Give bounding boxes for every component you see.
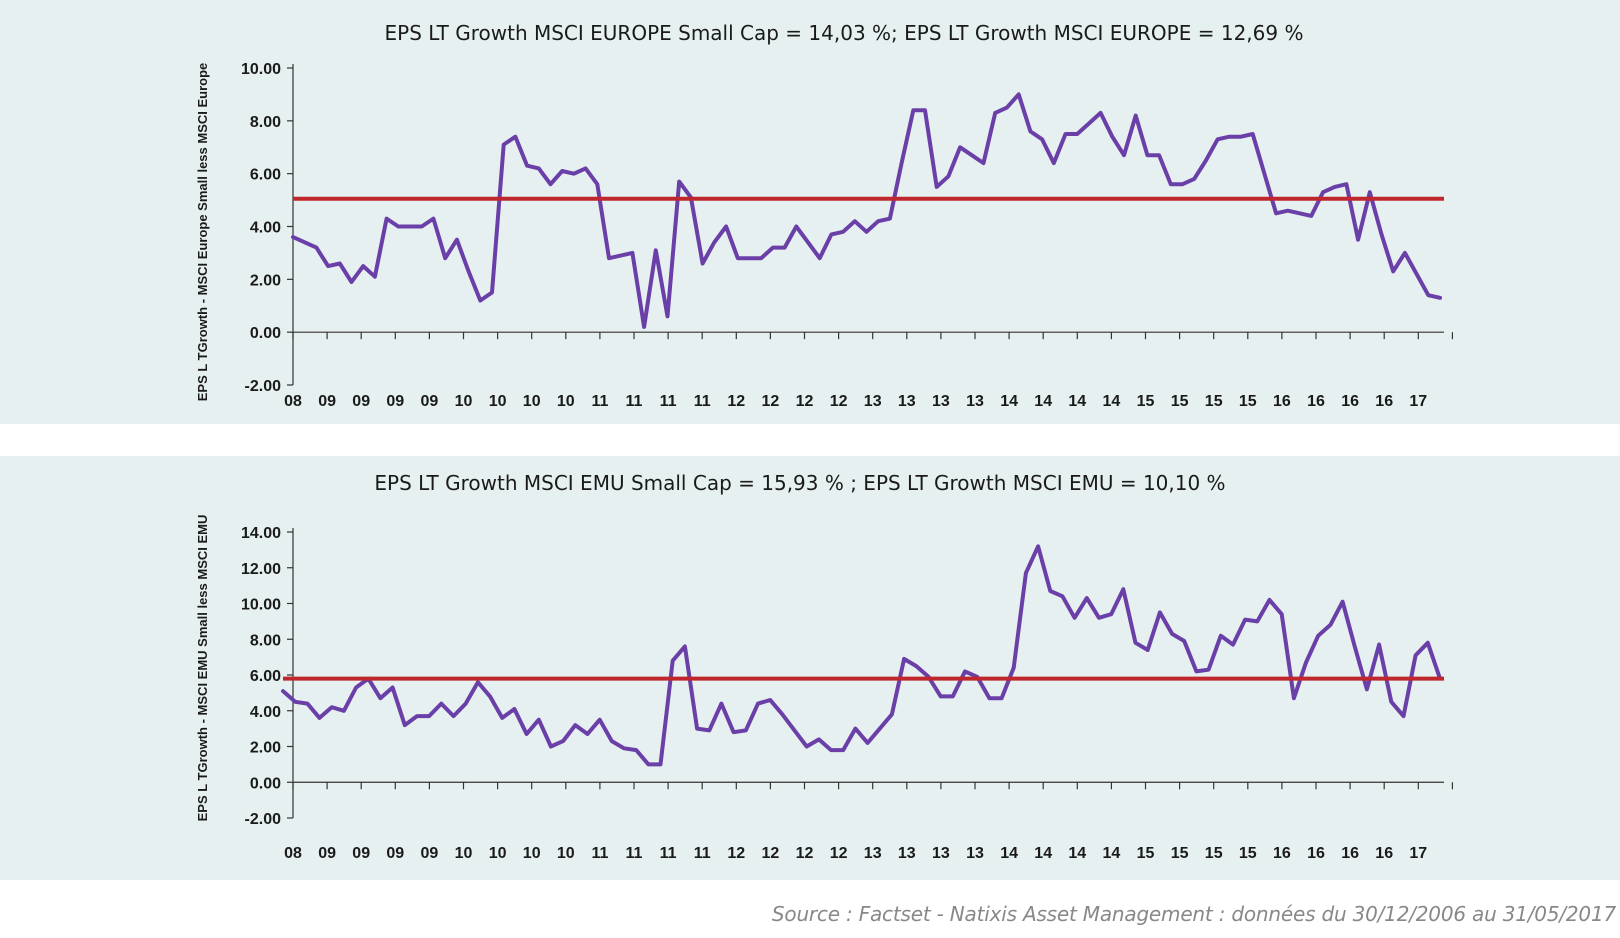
x-tick-label: 14 [1000,845,1018,862]
y-tick-label: 12.00 [241,561,281,578]
x-tick-label: 13 [898,845,916,862]
x-tick-label: 16 [1307,845,1325,862]
x-tick-label: 14 [1034,393,1052,410]
x-tick-label: 14 [1103,845,1121,862]
y-tick-label: 6.00 [250,668,281,685]
x-tick-label: 08 [284,845,302,862]
source-note: Source : Factset - Natixis Asset Managem… [771,902,1616,926]
x-tick-label: 15 [1239,393,1257,410]
x-tick-label: 11 [626,393,643,410]
x-tick-label: 15 [1205,393,1223,410]
y-tick-label: 10.00 [241,61,281,78]
x-tick-label: 14 [1000,393,1018,410]
x-tick-label: 09 [421,845,439,862]
x-tick-label: 13 [898,393,916,410]
chart-panel-europe: EPS LT Growth MSCI EUROPE Small Cap = 14… [0,0,1620,424]
y-tick-label: 8.00 [250,114,281,131]
x-tick-label: 10 [523,845,541,862]
x-tick-label: 12 [762,845,780,862]
x-tick-label: 11 [660,845,677,862]
x-tick-label: 10 [489,845,507,862]
x-tick-label: 08 [284,393,302,410]
y-tick-label: 4.00 [250,220,281,237]
chart-panel-emu: EPS LT Growth MSCI EMU Small Cap = 15,93… [0,456,1620,880]
x-tick-label: 12 [830,393,848,410]
x-tick-label: 16 [1273,393,1291,410]
x-tick-label: 11 [626,845,643,862]
x-tick-label: 15 [1137,393,1155,410]
x-tick-label: 09 [352,845,370,862]
series-line [281,544,1442,767]
chart-title: EPS LT Growth MSCI EUROPE Small Cap = 14… [385,21,1304,45]
x-tick-label: 10 [489,393,507,410]
x-tick-label: 10 [455,393,473,410]
x-tick-label: 14 [1068,845,1086,862]
x-tick-label: 16 [1375,845,1393,862]
x-tick-label: 09 [318,393,336,410]
x-tick-label: 12 [830,845,848,862]
x-tick-label: 09 [421,393,439,410]
chart-europe: EPS LT Growth MSCI EUROPE Small Cap = 14… [195,21,1454,410]
x-tick-label: 16 [1341,845,1359,862]
x-tick-label: 10 [557,393,575,410]
x-tick-label: 17 [1409,845,1427,862]
x-tick-label: 17 [1409,393,1427,410]
x-tick-label: 12 [727,393,745,410]
y-tick-label: 0.00 [250,775,281,792]
x-tick-label: 09 [352,393,370,410]
x-tick-label: 15 [1171,845,1189,862]
x-tick-label: 16 [1341,393,1359,410]
x-tick-label: 09 [386,845,404,862]
y-tick-label: -2.00 [245,811,282,828]
chart-title: EPS LT Growth MSCI EMU Small Cap = 15,93… [374,471,1225,495]
x-tick-label: 14 [1034,845,1052,862]
x-tick-label: 13 [932,845,950,862]
y-axis-label: EPS L TGrowth - MSCI EMU Small less MSCI… [195,515,210,822]
x-tick-label: 10 [455,845,473,862]
y-tick-label: 14.00 [241,525,281,542]
x-tick-label: 13 [966,845,984,862]
y-tick-label: 0.00 [250,325,281,342]
x-tick-label: 12 [762,393,780,410]
series-line [291,92,1442,329]
x-tick-label: 16 [1273,845,1291,862]
x-tick-label: 16 [1375,393,1393,410]
x-tick-label: 14 [1103,393,1121,410]
x-tick-label: 11 [591,393,608,410]
x-tick-label: 16 [1307,393,1325,410]
x-tick-label: 10 [557,845,575,862]
y-axis-label: EPS L TGrowth - MSCI Europe Small less M… [195,63,210,402]
chart-emu: EPS LT Growth MSCI EMU Small Cap = 15,93… [195,471,1454,862]
x-tick-label: 11 [591,845,608,862]
y-tick-label: 10.00 [241,597,281,614]
x-tick-label: 15 [1205,845,1223,862]
x-tick-label: 11 [660,393,677,410]
y-tick-label: 2.00 [250,272,281,289]
x-tick-label: 12 [796,845,814,862]
x-tick-label: 13 [932,393,950,410]
x-tick-label: 12 [727,845,745,862]
x-tick-label: 15 [1239,845,1257,862]
x-tick-label: 13 [966,393,984,410]
x-tick-label: 11 [694,393,711,410]
x-tick-label: 09 [318,845,336,862]
x-tick-label: 11 [694,845,711,862]
x-tick-label: 14 [1068,393,1086,410]
y-tick-label: 6.00 [250,167,281,184]
x-tick-label: 13 [864,393,882,410]
x-tick-label: 15 [1137,845,1155,862]
x-tick-label: 09 [386,393,404,410]
y-tick-label: 4.00 [250,704,281,721]
y-tick-label: 2.00 [250,740,281,757]
x-tick-label: 12 [796,393,814,410]
y-tick-label: -2.00 [245,378,282,395]
x-tick-label: 13 [864,845,882,862]
y-tick-label: 8.00 [250,632,281,649]
x-tick-label: 10 [523,393,541,410]
x-tick-label: 15 [1171,393,1189,410]
